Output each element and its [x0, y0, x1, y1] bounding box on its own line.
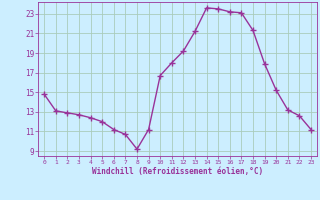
X-axis label: Windchill (Refroidissement éolien,°C): Windchill (Refroidissement éolien,°C)	[92, 167, 263, 176]
